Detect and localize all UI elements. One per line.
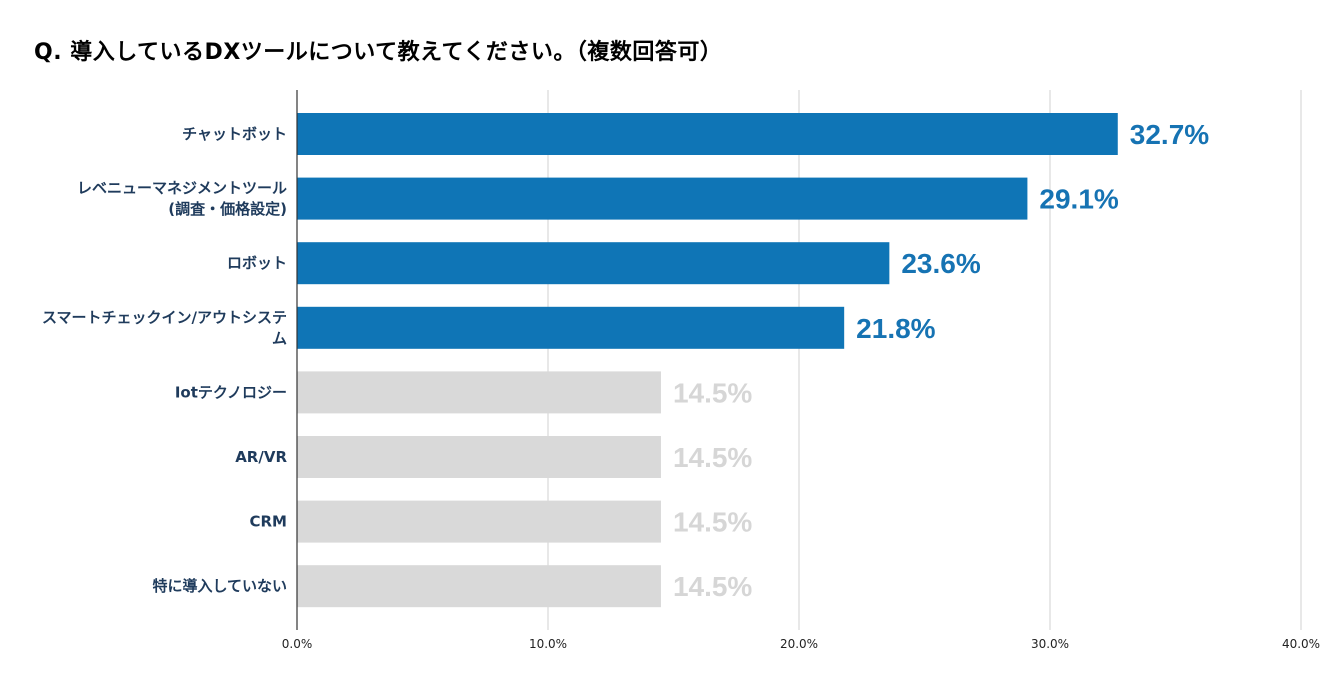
- value-label: 29.1%: [1039, 184, 1118, 215]
- bar: [297, 371, 661, 414]
- category-label: CRM: [250, 513, 288, 531]
- x-tick-label: 40.0%: [1282, 637, 1320, 651]
- category-label: Iotテクノロジー: [175, 383, 287, 401]
- value-label: 21.8%: [856, 313, 935, 344]
- bar: [297, 177, 1028, 220]
- x-tick-label: 30.0%: [1031, 637, 1069, 651]
- chart-title: Q. 導入しているDXツールについて教えてください。（複数回答可）: [34, 40, 723, 65]
- category-label: AR/VR: [235, 448, 287, 466]
- value-label: 14.5%: [673, 507, 752, 538]
- bar: [297, 306, 845, 349]
- category-label: (調査・価格設定): [168, 200, 287, 218]
- category-label: ロボット: [227, 254, 287, 272]
- category-label: ム: [272, 329, 287, 347]
- x-tick-label: 0.0%: [282, 637, 313, 651]
- bar: [297, 565, 661, 608]
- x-tick-label: 10.0%: [529, 637, 567, 651]
- value-label: 14.5%: [673, 377, 752, 408]
- value-label: 14.5%: [673, 442, 752, 473]
- value-label: 23.6%: [901, 248, 980, 279]
- category-label: 特に導入していない: [152, 577, 287, 595]
- value-label: 32.7%: [1130, 119, 1209, 150]
- category-label: レベニューマネジメントツール: [77, 179, 287, 197]
- bar: [297, 242, 890, 285]
- bar: [297, 113, 1118, 155]
- bar: [297, 436, 661, 478]
- category-label: チャットボット: [182, 125, 287, 143]
- value-label: 14.5%: [673, 571, 752, 602]
- x-tick-label: 20.0%: [780, 637, 818, 651]
- bar: [297, 500, 661, 543]
- category-label: スマートチェックイン/アウトシステ: [42, 308, 287, 326]
